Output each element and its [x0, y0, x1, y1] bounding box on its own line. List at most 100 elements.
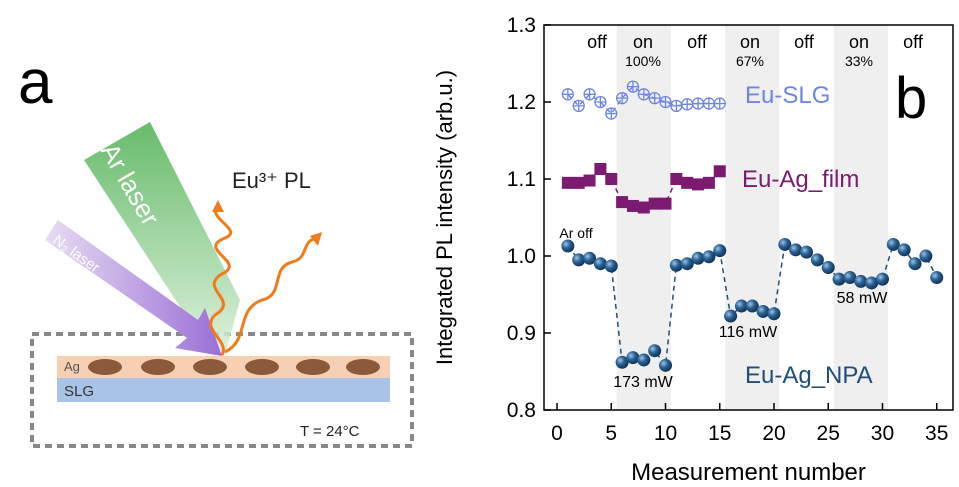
marker [681, 98, 694, 111]
marker [561, 88, 575, 101]
marker [605, 173, 618, 185]
x-tick-label: 30 [871, 422, 894, 445]
y-tick-label: 1.2 [507, 91, 536, 114]
marker [669, 258, 683, 272]
marker [702, 176, 715, 189]
marker [756, 304, 770, 318]
x-tick-label: 0 [551, 422, 563, 445]
panel-label: b [895, 66, 927, 131]
marker [930, 271, 944, 285]
marker [854, 274, 868, 288]
n2-laser-beam [45, 220, 222, 356]
marker [648, 92, 661, 105]
x-tick-label: 5 [605, 422, 617, 445]
marker [604, 259, 618, 273]
marker [713, 244, 727, 258]
marker [626, 80, 640, 93]
marker [615, 92, 629, 105]
annotation: 67% [736, 53, 764, 69]
marker [800, 245, 814, 259]
marker-cross [681, 98, 693, 110]
y-tick-label: 1.0 [507, 245, 536, 268]
marker [659, 95, 672, 109]
legend-label: Eu-Ag_film [742, 166, 859, 193]
on-period-shade [725, 25, 780, 410]
marker [626, 351, 640, 365]
marker [778, 237, 792, 251]
annotation: off [794, 32, 815, 52]
marker-cross [573, 100, 585, 112]
marker-cross [703, 98, 715, 110]
x-tick-label: 20 [762, 422, 785, 445]
marker [561, 239, 575, 253]
marker [594, 95, 607, 109]
annotation: 58 mW [837, 290, 889, 307]
marker [734, 299, 748, 313]
marker [572, 176, 585, 189]
marker [583, 174, 596, 187]
marker [583, 88, 596, 101]
pl-label: Eu³⁺ PL [232, 168, 311, 193]
marker [594, 162, 607, 175]
x-tick-label: 25 [817, 422, 840, 445]
on-period-shade [833, 25, 888, 410]
annotation: on [740, 32, 760, 52]
marker [724, 309, 738, 323]
marker [670, 173, 683, 185]
annotation: Ar off [559, 225, 592, 241]
marker [561, 176, 574, 189]
marker [767, 307, 781, 321]
pl-wave [209, 203, 233, 356]
marker-cross [692, 98, 704, 110]
marker-cross [714, 98, 726, 110]
marker [692, 178, 705, 191]
x-tick-label: 35 [925, 422, 948, 445]
marker [821, 261, 835, 275]
marker [702, 97, 716, 110]
slg-label: SLG [64, 383, 94, 400]
marker [691, 97, 705, 110]
x-axis-title: Measurement number [631, 459, 866, 486]
temperature-label: T = 24°C [300, 423, 360, 440]
marker [648, 344, 662, 358]
annotation: 116 mW [719, 324, 778, 341]
legend-label: Eu-SLG [745, 82, 830, 109]
ag-label: Ag [64, 359, 80, 374]
y-tick-label: 0.9 [507, 322, 536, 345]
marker [713, 165, 726, 178]
marker [615, 355, 629, 369]
marker [593, 257, 607, 271]
marker [616, 196, 629, 209]
marker [908, 257, 922, 271]
marker [832, 272, 846, 286]
ar-laser-beam [84, 122, 240, 355]
marker-cross [649, 92, 661, 104]
chart: 0.8 0.9 1.0 1.1 1.2 1.3 0 5 10 15 20 25 30 35 Measurem… [432, 14, 954, 486]
annotation: off [587, 32, 608, 52]
annotation: 100% [625, 53, 661, 69]
plot-frame [543, 24, 954, 411]
marker-cross [627, 81, 639, 93]
annotation: 33% [845, 53, 873, 69]
diagram: a Ag SLG T = 24°C Ar laser N₂ laser Eu³⁺… [18, 48, 414, 448]
y-tick-label: 1.1 [507, 168, 536, 191]
marker [789, 243, 803, 257]
marker-cross [605, 108, 617, 120]
y-tick-label: 0.8 [507, 399, 536, 422]
pl-wave [224, 236, 319, 354]
annotation: on [633, 32, 653, 52]
sample-box [30, 332, 414, 448]
marker [886, 237, 900, 251]
pl-arrow [212, 200, 224, 212]
marker [843, 271, 857, 285]
marker [702, 250, 716, 264]
marker [897, 243, 911, 257]
marker [691, 251, 705, 265]
marker-cross [594, 96, 606, 108]
annotation: off [687, 32, 708, 52]
marker [681, 176, 694, 189]
marker [637, 88, 650, 101]
marker [670, 99, 683, 112]
marker [745, 299, 759, 313]
